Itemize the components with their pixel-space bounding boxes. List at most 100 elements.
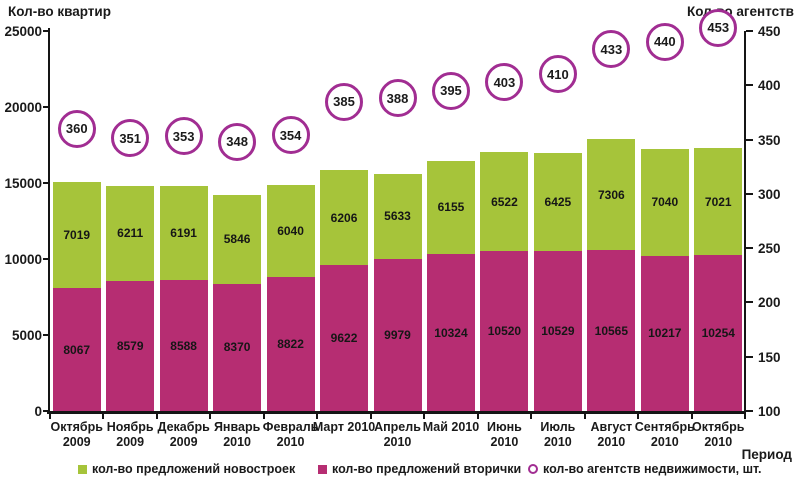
bar-value-label: 8067 (63, 342, 91, 357)
x-axis-tick (155, 414, 158, 419)
agent-count-circle: 385 (325, 82, 364, 121)
bar-value-label: 10254 (701, 326, 735, 341)
bar-segment-vtorichka: 8370 (213, 283, 262, 411)
bar-value-label: 10529 (541, 323, 575, 338)
legend-item-novostroiki: кол-во предложений новостроек (78, 462, 295, 476)
bar-value-label: 6522 (491, 194, 518, 209)
x-axis-category-label: Ноябрь 2009 (106, 420, 154, 449)
x-axis-category-label: Сентябрь 2010 (634, 420, 695, 449)
bar-segment-novostroiki: 7306 (587, 139, 636, 251)
right-axis-tick-label: 250 (758, 241, 781, 257)
bar-value-label: 7019 (63, 228, 91, 243)
bar-value-label: 7306 (597, 187, 625, 202)
x-axis-tick (209, 414, 212, 419)
right-axis-tick (746, 30, 753, 32)
bar-value-label: 6206 (330, 210, 358, 225)
bar-value-label: 8370 (223, 340, 251, 355)
agent-count-circle: 353 (164, 117, 203, 156)
legend-swatch-novostroiki (78, 464, 87, 474)
bar-segment-novostroiki: 6206 (320, 170, 369, 265)
right-axis-tick-label: 100 (758, 404, 781, 419)
x-axis-category-label: Декабрь 2009 (157, 420, 210, 449)
bar-value-label: 7021 (704, 194, 732, 209)
bar-value-label: 5846 (223, 232, 251, 247)
bar-segment-novostroiki: 6211 (106, 186, 155, 281)
x-axis-category-label: Январь 2010 (213, 420, 261, 449)
legend-swatch-vtorichka (318, 464, 327, 474)
x-axis-tick (637, 414, 640, 419)
bar-value-label: 5633 (384, 209, 411, 224)
bar-segment-vtorichka: 8579 (106, 280, 155, 411)
legend-item-agents: кол-во агентств недвижимости, шт. (528, 462, 762, 476)
right-axis-tick (746, 138, 753, 141)
right-axis-tick-label: 150 (758, 349, 781, 365)
bar-segment-novostroiki: 7021 (694, 148, 743, 256)
bar-segment-vtorichka: 10520 (480, 251, 529, 411)
x-axis-tick (744, 414, 746, 419)
right-axis-tick (746, 192, 753, 195)
bar-segment-novostroiki: 7040 (640, 148, 689, 256)
bar-segment-novostroiki: 5633 (373, 173, 422, 260)
left-axis-title: Кол-во квартир (8, 4, 111, 19)
left-axis-tick-label: 15000 (4, 176, 42, 191)
bar-segment-novostroiki: 6191 (159, 186, 208, 281)
bar-segment-novostroiki: 5846 (213, 194, 262, 284)
x-axis-category-label: Февраль 2010 (262, 420, 319, 449)
x-axis-category-label: Май 2010 (422, 420, 480, 434)
bar-value-label: 8579 (116, 338, 144, 353)
left-axis-tick-label: 20000 (4, 100, 42, 115)
bar-value-label: 6211 (117, 226, 144, 241)
bar-value-label: 6425 (544, 195, 572, 210)
left-axis-tick (43, 334, 50, 336)
bar-value-label: 9622 (330, 330, 358, 345)
legend-label-novostroiki: кол-во предложений новостроек (92, 462, 296, 476)
x-axis-tick (316, 414, 319, 419)
x-axis-line (47, 411, 746, 414)
left-axis-line (48, 28, 50, 414)
bar-segment-novostroiki: 6155 (426, 160, 475, 255)
bar-segment-vtorichka: 10529 (533, 250, 582, 411)
legend-circle-icon (528, 464, 538, 474)
right-axis-tick (746, 301, 753, 304)
left-axis-tick-label: 5000 (11, 328, 42, 343)
bar-segment-vtorichka: 8588 (159, 280, 208, 411)
bar-segment-novostroiki: 6522 (480, 151, 529, 252)
x-axis-category-label: Октябрь 2010 (692, 420, 745, 449)
x-axis-category-label: Март 2010 (312, 420, 376, 434)
left-axis-tick (43, 182, 50, 184)
agent-count-circle: 354 (271, 116, 310, 155)
bar-segment-vtorichka: 8067 (52, 288, 101, 411)
agent-count-circle: 440 (645, 22, 684, 61)
left-axis-tick-label: 25000 (4, 24, 42, 39)
bar-segment-novostroiki: 7019 (52, 181, 101, 289)
x-axis-tick (530, 414, 533, 419)
bar-value-label: 7040 (651, 195, 679, 210)
agent-count-circle: 433 (592, 30, 631, 69)
agent-count-circle: 410 (538, 55, 577, 94)
bar-value-label: 8588 (170, 338, 197, 353)
left-axis-tick (43, 258, 50, 260)
right-axis-tick (746, 410, 753, 412)
right-axis-tick (746, 84, 753, 87)
agent-count-circle: 453 (699, 8, 738, 47)
bar-segment-novostroiki: 6425 (533, 153, 582, 251)
agent-count-circle: 388 (378, 79, 417, 118)
bar-value-label: 6155 (437, 200, 465, 215)
bar-value-label: 6191 (170, 226, 197, 241)
x-axis-title: Период (741, 447, 792, 462)
x-axis-tick (102, 414, 105, 419)
right-axis-tick-label: 300 (758, 186, 781, 202)
right-axis-tick-label: 450 (758, 24, 781, 39)
x-axis-tick (690, 414, 693, 419)
agent-count-circle: 403 (485, 63, 524, 102)
left-axis-tick (43, 410, 50, 412)
bar-segment-novostroiki: 6040 (266, 185, 315, 277)
right-axis-tick-label: 400 (758, 78, 781, 94)
bar-value-label: 10565 (594, 323, 629, 338)
bar-value-label: 10520 (487, 324, 522, 339)
left-axis-tick (43, 30, 50, 32)
left-axis-tick-label: 0 (34, 404, 42, 419)
bar-value-label: 6040 (277, 223, 304, 238)
right-axis-line (744, 31, 746, 414)
